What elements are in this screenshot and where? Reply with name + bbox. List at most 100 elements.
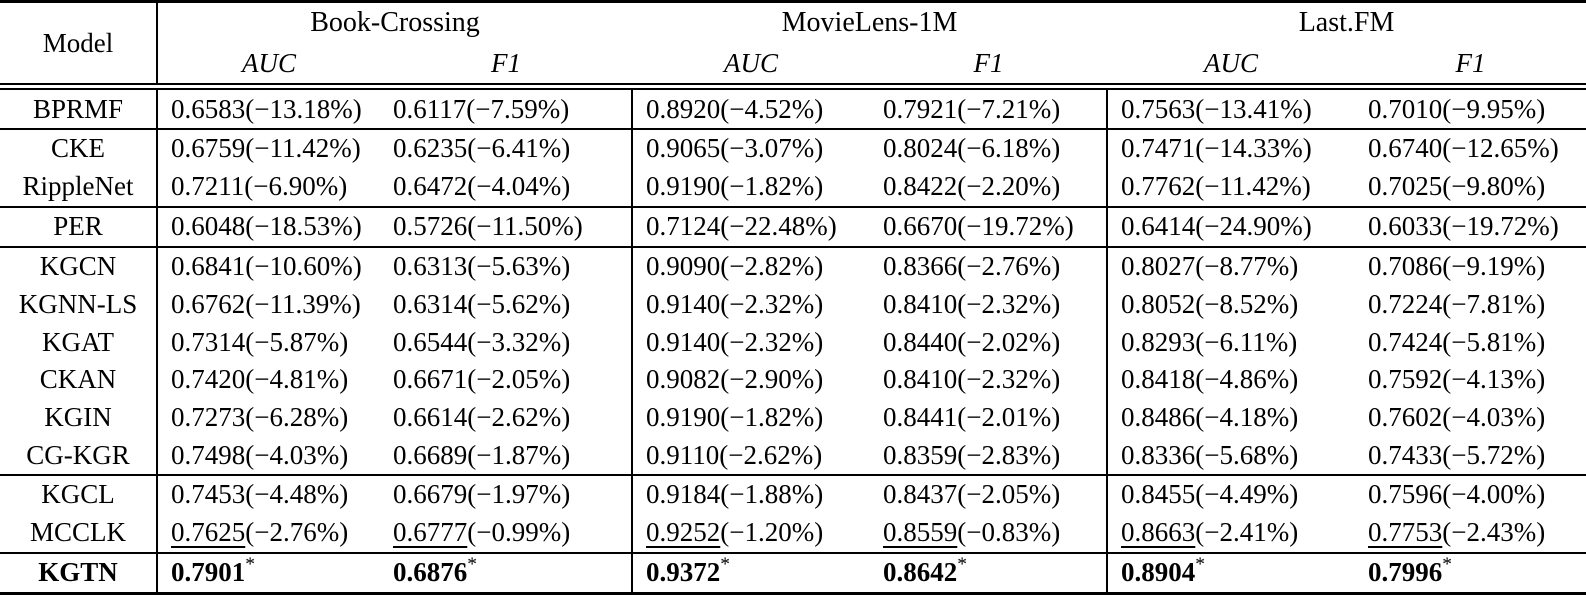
table-row-kgat: KGAT 0.7314(−5.87%) 0.6544(−3.32%) 0.9140(−… — [0, 323, 1586, 361]
delta-percentage: (−6.11%) — [1195, 326, 1298, 357]
dataset-header-row: Model Book-Crossing MovieLens-1M Last.FM — [0, 1, 1586, 84]
metric-value: 0.9140 — [646, 326, 721, 357]
delta-percentage: (−2.32%) — [720, 326, 824, 357]
delta-percentage: (−1.97%) — [467, 479, 571, 510]
metric-value: 0.9190 — [646, 171, 721, 202]
significance-star: * — [1195, 553, 1205, 575]
metric-value: 0.9110 — [646, 439, 720, 470]
metric-value: 0.7124 — [646, 211, 721, 242]
value-cell: 0.6876* — [380, 551, 634, 594]
metric-value: 0.8359 — [883, 439, 958, 470]
metric-value: 0.9082 — [646, 364, 721, 395]
value-cell: 0.6670(−19.72%) — [870, 205, 1109, 247]
metric-value: 0.8455 — [1121, 479, 1196, 510]
delta-percentage: (−18.53%) — [245, 211, 362, 242]
metric-value: 0.6841 — [171, 251, 246, 282]
value-cell: 0.7996* — [1355, 551, 1586, 594]
metric-value: 0.6759 — [171, 133, 246, 164]
value-cell: 0.7314(−5.87%) — [157, 323, 380, 361]
value-cell: 0.7762(−11.42%) — [1107, 168, 1355, 207]
delta-percentage: (−5.63%) — [467, 251, 571, 282]
value-cell: 0.7420(−4.81%) — [157, 361, 380, 399]
value-cell: 0.6777(−0.99%) — [380, 513, 634, 553]
value-cell: 0.7224(−7.81%) — [1355, 286, 1586, 324]
value-cell: 0.6313(−5.63%) — [380, 245, 634, 286]
value-cell: 0.7921(−7.21%) — [870, 89, 1109, 130]
delta-percentage: (−2.83%) — [957, 439, 1061, 470]
metric-value: 0.8410 — [883, 364, 958, 395]
metric-value: 0.7921 — [883, 93, 958, 124]
value-cell: 0.7211(−6.90%) — [157, 168, 380, 207]
metric-value: 0.8663 — [1121, 517, 1196, 548]
delta-percentage: (−5.87%) — [245, 326, 349, 357]
table-header: Model Book-Crossing MovieLens-1M Last.FM A… — [0, 1, 1586, 90]
metric-value: 0.7010 — [1368, 93, 1443, 124]
model-name: CG-KGR — [0, 436, 158, 475]
value-cell: 0.9082(−2.90%) — [632, 361, 870, 399]
delta-percentage: (−8.52%) — [1195, 288, 1299, 319]
delta-percentage: (−0.99%) — [467, 517, 571, 548]
value-cell: 0.7625(−2.76%) — [157, 514, 380, 553]
delta-percentage: (−3.07%) — [720, 133, 824, 164]
delta-percentage: (−9.95%) — [1442, 93, 1546, 124]
delta-percentage: (−7.59%) — [466, 93, 570, 124]
delta-percentage: (−1.20%) — [720, 517, 824, 548]
metric-value: 0.7025 — [1368, 171, 1443, 202]
value-cell: 0.8663(−2.41%) — [1107, 514, 1355, 553]
value-cell: 0.9140(−2.32%) — [632, 323, 870, 361]
delta-percentage: (−22.48%) — [720, 211, 837, 242]
value-cell: 0.8920(−4.52%) — [632, 89, 870, 129]
metric-value: 0.6117 — [393, 93, 467, 124]
delta-percentage: (−10.60%) — [245, 251, 362, 282]
delta-percentage: (−11.42%) — [245, 133, 361, 164]
delta-percentage: (−1.88%) — [720, 479, 824, 510]
metric-value: 0.7224 — [1368, 288, 1443, 319]
metric-value: 0.6313 — [393, 251, 468, 282]
value-cell: 0.8410(−2.32%) — [870, 360, 1109, 399]
model-name: RippleNet — [0, 167, 158, 207]
value-cell: 0.7471(−14.33%) — [1107, 128, 1356, 168]
value-cell: 0.7086(−9.19%) — [1355, 245, 1586, 286]
delta-percentage: (−4.04%) — [467, 171, 571, 202]
metric-value: 0.7211 — [171, 171, 245, 202]
metric-value: 0.5726 — [393, 211, 468, 242]
value-cell: 0.8293(−6.11%) — [1107, 323, 1355, 361]
delta-percentage: (−2.01%) — [957, 401, 1061, 432]
delta-percentage: (−2.32%) — [957, 364, 1061, 395]
metric-value: 0.7453 — [171, 479, 246, 510]
model-name: CKAN — [0, 360, 158, 399]
value-cell: 0.6841(−10.60%) — [157, 245, 380, 286]
delta-percentage: (−5.68%) — [1195, 439, 1299, 470]
delta-percentage: (−4.03%) — [245, 439, 349, 470]
metric-value: 0.6740 — [1368, 133, 1443, 164]
model-name: PER — [0, 205, 158, 247]
delta-percentage: (−6.90%) — [244, 171, 348, 202]
table-row-mcclk: MCCLK 0.7625(−2.76%) 0.6777(−0.99%) 0.9252(… — [0, 513, 1586, 553]
metric-value: 0.8366 — [883, 251, 958, 282]
value-cell: 0.6671(−2.05%) — [380, 360, 634, 399]
metric-value: 0.6670 — [883, 211, 958, 242]
metric-value: 0.7753 — [1368, 517, 1443, 548]
value-cell: 0.5726(−11.50%) — [380, 205, 634, 247]
value-cell: 0.8027(−8.77%) — [1107, 245, 1356, 286]
value-cell: 0.7453(−4.48%) — [157, 474, 380, 514]
value-cell: 0.7498(−4.03%) — [157, 436, 380, 475]
metric-value: 0.8642 — [883, 557, 958, 588]
metric-value: 0.6777 — [393, 517, 468, 548]
value-cell: 0.9110(−2.62%) — [632, 436, 870, 475]
value-cell: 0.8366(−2.76%) — [870, 245, 1109, 286]
model-name: KGNN-LS — [0, 285, 158, 324]
delta-percentage: (−4.13%) — [1442, 364, 1546, 395]
delta-percentage: (−12.65%) — [1442, 133, 1559, 164]
metric-value: 0.6762 — [171, 288, 246, 319]
value-cell: 0.7901* — [157, 551, 380, 594]
value-cell: 0.8559(−0.83%) — [870, 513, 1109, 553]
model-name: KGAT — [0, 323, 158, 361]
delta-percentage: (−2.62%) — [467, 401, 571, 432]
delta-percentage: (−4.86%) — [1195, 364, 1299, 395]
value-cell: 0.9190(−1.82%) — [632, 168, 870, 207]
value-cell: 0.7010(−9.95%) — [1355, 89, 1586, 129]
value-cell: 0.7433(−5.72%) — [1355, 436, 1586, 475]
dataset-header-last-fm: Last.FM — [1298, 7, 1395, 38]
